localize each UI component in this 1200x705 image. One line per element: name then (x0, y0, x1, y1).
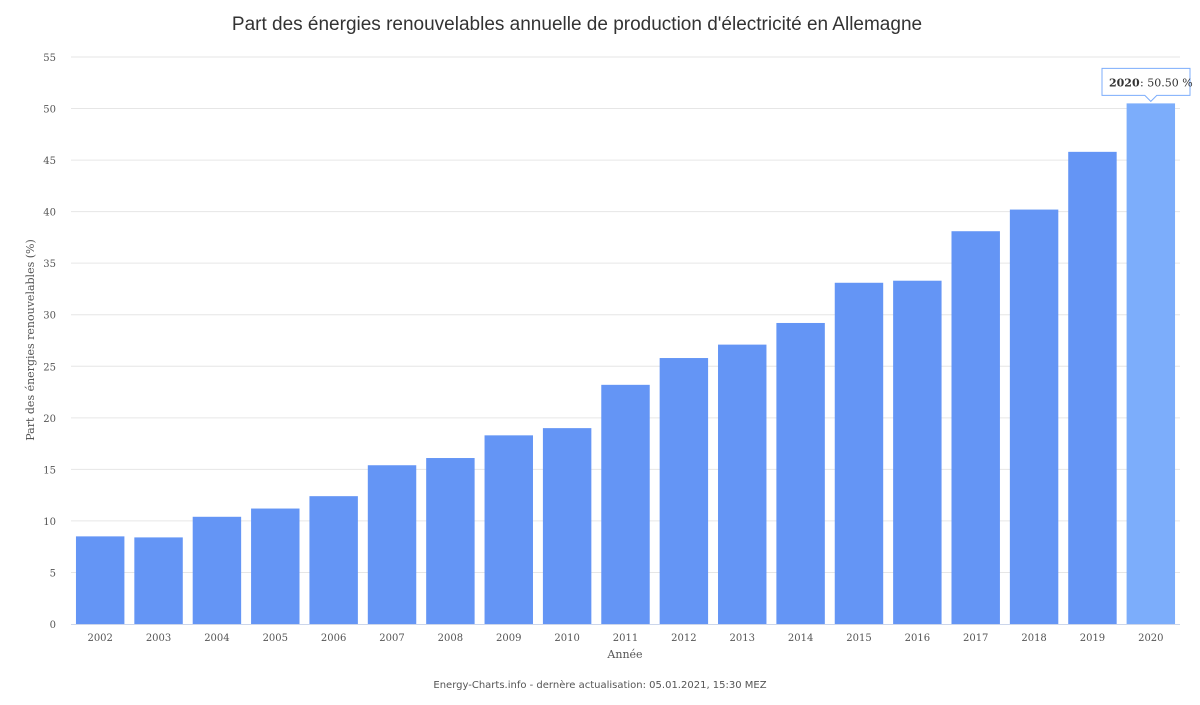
y-tick-label: 35 (43, 259, 56, 270)
y-tick-label: 45 (43, 156, 56, 167)
x-tick-label: 2016 (905, 633, 930, 644)
x-tick-label: 2019 (1080, 633, 1105, 644)
y-tick-label: 25 (43, 362, 56, 373)
y-tick-label: 20 (43, 414, 56, 425)
bar-2003[interactable] (134, 537, 183, 624)
x-tick-label: 2006 (321, 633, 346, 644)
y-tick-label: 40 (43, 208, 56, 219)
bar-2009[interactable] (484, 435, 533, 624)
y-tick-label: 5 (50, 568, 56, 579)
bar-2018[interactable] (1009, 209, 1059, 625)
y-tick-label: 30 (43, 311, 56, 322)
x-tick-label: 2004 (204, 633, 229, 644)
x-tick-label: 2003 (146, 633, 171, 644)
x-tick-label: 2018 (1021, 633, 1046, 644)
bar-2006[interactable] (309, 496, 358, 624)
bar-2005[interactable] (251, 508, 300, 624)
x-tick-label: 2009 (496, 633, 521, 644)
x-tick-label: 2012 (671, 633, 696, 644)
bar-2020[interactable] (1126, 103, 1176, 624)
bar-2010[interactable] (542, 428, 592, 624)
bar-2002[interactable] (75, 536, 125, 624)
x-tick-label: 2015 (846, 633, 871, 644)
x-tick-label: 2011 (613, 633, 638, 644)
tooltip-label: 2020 (1109, 76, 1140, 89)
x-tick-label: 2017 (963, 633, 988, 644)
x-axis-ticks: 2002 2003 2004 2005 2006 2007 2008 2009 2010 2011… (87, 633, 1163, 644)
y-tick-label: 15 (43, 465, 56, 476)
y-tick-label: 55 (43, 53, 56, 64)
x-tick-label: 2014 (788, 633, 813, 644)
tooltip-value: : 50.50 % (1140, 76, 1193, 89)
bar-2019[interactable] (1068, 151, 1117, 625)
x-tick-label: 2020 (1138, 633, 1163, 644)
y-axis-title: Part des énergies renouvelables (%) (24, 239, 37, 441)
bar-2015[interactable] (834, 282, 884, 624)
bar-2012[interactable] (659, 358, 709, 624)
chart-title: Part des énergies renouvelables annuelle… (232, 14, 922, 35)
bar-2004[interactable] (192, 516, 242, 624)
tooltip-box (1101, 67, 1191, 103)
credit-text: Energy-Charts.info - dernère actualisati… (433, 679, 766, 691)
x-tick-label: 2007 (379, 633, 404, 644)
bars[interactable] (75, 103, 1176, 625)
x-tick-label: 2010 (554, 633, 579, 644)
bar-2017[interactable] (951, 231, 1000, 624)
bar-2011[interactable] (601, 384, 650, 624)
y-axis-ticks: 0 5 10 15 20 25 30 35 40 45 50 55 (43, 53, 56, 631)
x-tick-label: 2013 (730, 633, 755, 644)
y-tick-label: 50 (43, 105, 56, 116)
x-tick-label: 2002 (87, 633, 112, 644)
bar-2014[interactable] (776, 322, 825, 624)
tooltip: 2020 : 50.50 % (1101, 67, 1193, 103)
bar-2013[interactable] (718, 344, 767, 624)
bar-2007[interactable] (367, 465, 417, 624)
x-tick-label: 2005 (263, 633, 288, 644)
x-axis-title: Année (606, 648, 642, 661)
y-tick-label: 0 (50, 620, 56, 631)
x-tick-label: 2008 (438, 633, 463, 644)
bar-2016[interactable] (893, 280, 942, 624)
y-tick-label: 10 (43, 517, 56, 528)
bar-2008[interactable] (426, 458, 475, 624)
